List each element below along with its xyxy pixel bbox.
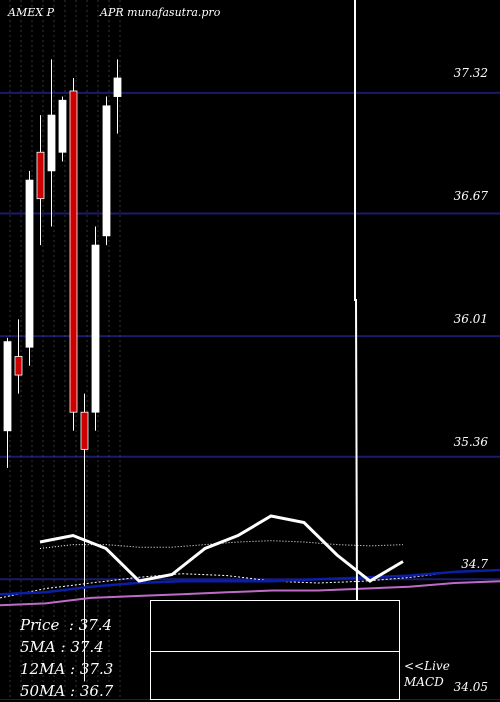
candle-1 bbox=[14, 319, 23, 394]
ma-long-line bbox=[0, 580, 500, 607]
price-label-5: 34.05 bbox=[453, 680, 488, 694]
candle-9 bbox=[102, 96, 111, 246]
price-label-4: 34.7 bbox=[461, 557, 488, 571]
candles bbox=[3, 59, 122, 682]
live-macd-link[interactable]: <<Live MACD bbox=[404, 658, 450, 690]
candle-body-0 bbox=[3, 341, 12, 432]
exchange-label: AMEX bbox=[8, 6, 44, 19]
legend-row-50ma: 50MA : 36.7 bbox=[20, 682, 114, 700]
candle-2 bbox=[25, 170, 34, 366]
macd-zero-line bbox=[151, 651, 399, 652]
candle-0 bbox=[3, 337, 12, 468]
candle-body-10 bbox=[113, 77, 122, 97]
legend-row-5ma: 5MA : 37.4 bbox=[20, 638, 104, 656]
candle-8 bbox=[91, 226, 100, 431]
price-label-2: 36.01 bbox=[453, 312, 488, 326]
moving-averages bbox=[0, 568, 500, 607]
candle-7 bbox=[80, 393, 89, 682]
candle-body-8 bbox=[91, 244, 100, 413]
macd-line bbox=[39, 514, 404, 583]
macd-signal-line bbox=[39, 540, 404, 549]
candle-body-1 bbox=[14, 356, 23, 376]
ma-short-line bbox=[0, 569, 500, 599]
candle-4 bbox=[47, 59, 56, 227]
candle-10 bbox=[113, 59, 122, 134]
price-label-0: 37.32 bbox=[453, 66, 488, 80]
macd-label[interactable]: MACD bbox=[404, 675, 444, 689]
price-label-3: 35.36 bbox=[453, 435, 488, 449]
candle-5 bbox=[58, 96, 67, 162]
symbol-label: P bbox=[46, 6, 54, 19]
candle-body-4 bbox=[47, 114, 56, 172]
candle-body-2 bbox=[25, 179, 34, 348]
legend-row-12ma: 12MA : 37.3 bbox=[20, 660, 114, 678]
candle-body-6 bbox=[69, 90, 78, 413]
candle-body-9 bbox=[102, 105, 111, 237]
grid-lines bbox=[0, 91, 500, 700]
price-label-1: 36.67 bbox=[453, 189, 488, 203]
candle-body-3 bbox=[36, 151, 45, 200]
symbol-2-label: APR bbox=[100, 6, 124, 19]
candle-body-7 bbox=[80, 411, 89, 450]
price-legend: Price : 37.4 5MA : 37.4 12MA : 37.3 50MA… bbox=[20, 614, 113, 702]
live-label[interactable]: <<Live bbox=[404, 659, 450, 673]
candle-body-5 bbox=[58, 99, 67, 153]
macd-panel bbox=[150, 600, 400, 700]
ma-mid-line bbox=[0, 568, 500, 596]
header-exchange: AMEX P bbox=[8, 6, 54, 19]
source-label: munafasutra.pro bbox=[127, 6, 221, 19]
header-source: APR munafasutra.pro bbox=[100, 6, 220, 19]
candle-3 bbox=[36, 115, 45, 246]
legend-row-price: Price : 37.4 bbox=[20, 616, 113, 634]
live-marker-line bbox=[349, 0, 359, 651]
candle-6 bbox=[69, 77, 78, 431]
